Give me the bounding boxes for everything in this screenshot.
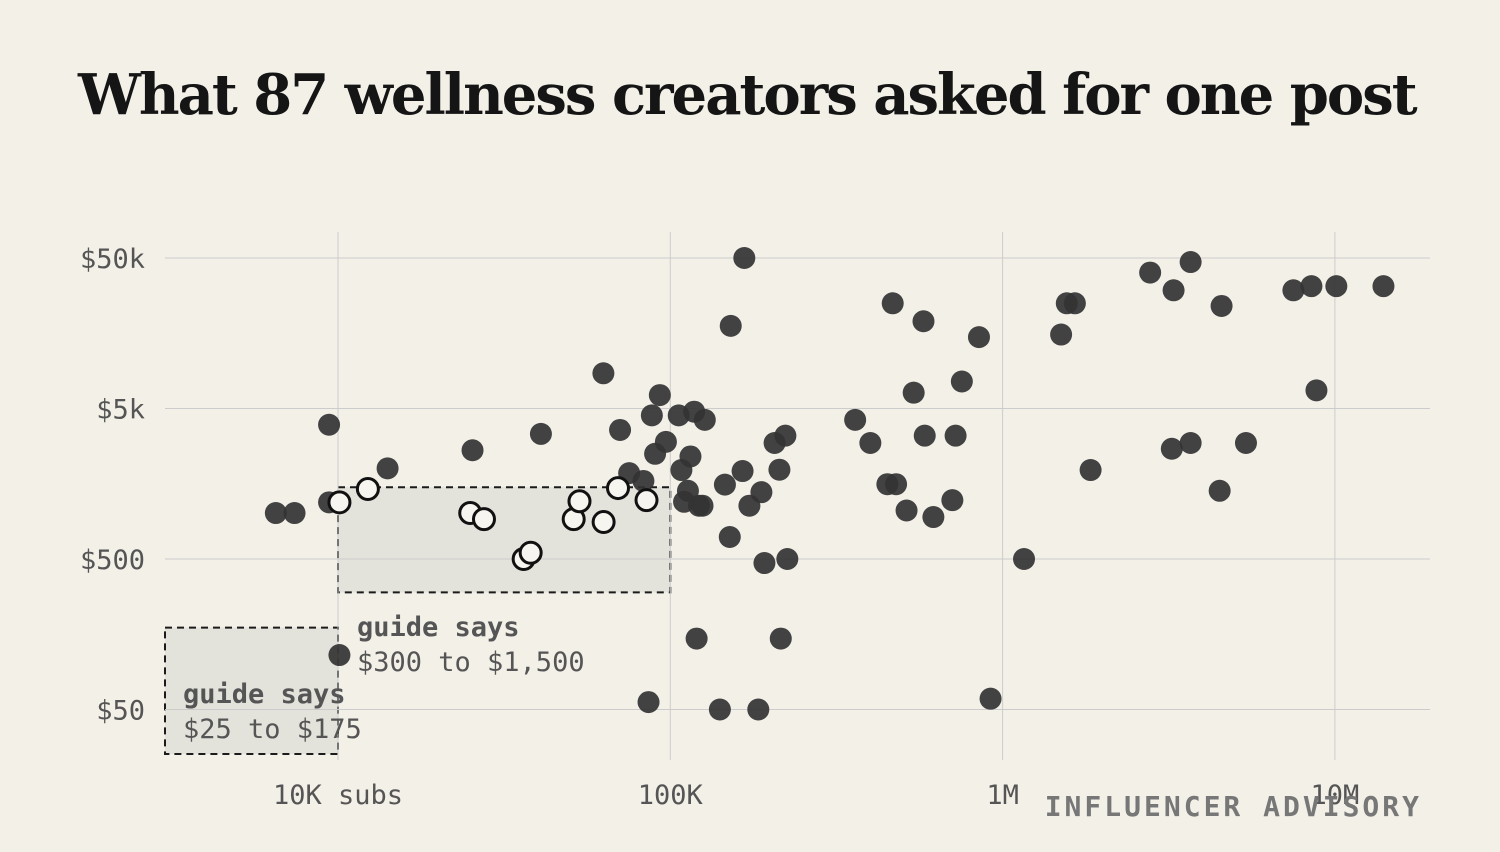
filled-point-53 [941,489,964,512]
filled-point-46 [881,292,904,315]
y-axis-ticks: $50k $5k $500 $50 [80,244,145,727]
filled-point-67 [1179,251,1202,274]
filled-point-52 [922,506,945,529]
y-tick-label-4: $50 [96,696,145,727]
x-tick-label-2: 100K [638,780,704,811]
filled-point-6 [376,457,399,480]
filled-point-58 [1013,548,1036,570]
filled-point-70 [1234,431,1257,454]
filled-point-22 [679,445,702,468]
filled-point-10 [609,418,632,441]
filled-point-7 [461,439,484,462]
hollow-point-11 [634,488,659,513]
band-range-label-2: $300 to $1,500 [357,647,585,678]
filled-point-4 [318,413,341,436]
filled-point-61 [1063,292,1086,315]
filled-point-29 [713,473,736,496]
filled-point-68 [1208,479,1231,502]
x-tick-label-3: 1M [986,780,1019,811]
filled-point-47 [885,473,908,496]
filled-point-27 [693,408,716,431]
filled-point-43 [844,408,867,431]
filled-point-72 [1300,275,1323,298]
filled-point-14 [640,404,663,427]
x-axis-ticks: 10K subs 100K 1M 10M [273,780,1359,811]
filled-point-40 [769,627,792,650]
filled-point-59 [1050,323,1073,346]
filled-point-26 [691,494,714,517]
filled-point-65 [1162,279,1185,302]
y-tick-label-1: $50k [80,244,145,275]
filled-point-42 [776,548,799,570]
filled-point-62 [1079,459,1102,482]
filled-point-74 [1325,275,1348,298]
filled-point-66 [1179,431,1202,454]
guide-band-1 [164,626,339,755]
filled-point-54 [944,424,967,447]
filled-point-73 [1305,379,1328,402]
filled-point-64 [1160,437,1183,460]
filled-point-28 [708,698,731,721]
filled-point-12 [632,469,655,492]
hollow-point-1 [327,490,352,515]
filled-point-71 [1282,279,1305,302]
points-layer [264,247,1395,721]
filled-point-35 [747,698,770,721]
filled-point-63 [1139,261,1162,284]
filled-point-44 [859,431,882,454]
hollow-point-4 [471,507,496,532]
filled-point-9 [592,362,615,385]
source-credit: INFLUENCER ADVISORY [1044,790,1422,823]
filled-point-36 [750,481,773,504]
y-tick-label-3: $500 [80,545,145,576]
filled-point-13 [637,691,660,714]
x-tick-label-1: 10K subs [273,780,403,811]
filled-point-17 [654,430,677,453]
band-range-label-1: $25 to $175 [183,714,362,745]
filled-point-1 [264,502,287,525]
filled-point-5 [328,644,351,667]
hollow-point-6 [518,540,543,565]
filled-point-56 [967,326,990,349]
filled-point-2 [283,502,306,525]
band-label-1: guide says [183,679,346,710]
x-tick-label-4: 10M [1311,780,1360,811]
hollow-point-2 [355,476,380,501]
annotation-layer: guide says $25 to $175 guide says $300 to $… [183,612,585,745]
filled-point-75 [1372,275,1395,298]
filled-point-41 [774,424,797,447]
guide-band-2 [337,486,672,594]
hollow-point-8 [567,489,592,514]
filled-point-50 [912,310,935,333]
filled-point-48 [895,499,918,522]
filled-point-39 [768,458,791,481]
filled-point-37 [753,552,776,575]
chart-title: What 87 wellness creators asked for one … [78,62,1418,128]
filled-point-51 [913,424,936,447]
filled-point-30 [718,526,741,549]
filled-point-24 [685,627,708,650]
hollow-point-9 [591,510,616,535]
filled-point-32 [731,460,754,483]
filled-point-57 [979,687,1002,710]
filled-point-69 [1210,294,1233,317]
filled-point-49 [902,381,925,404]
filled-point-31 [719,314,742,337]
y-tick-label-2: $5k [96,395,145,426]
hollow-point-10 [605,476,630,501]
filled-point-8 [529,422,552,445]
filled-point-55 [950,370,973,393]
filled-point-33 [733,247,756,269]
band-label-2: guide says [357,612,520,643]
filled-point-16 [648,384,671,407]
